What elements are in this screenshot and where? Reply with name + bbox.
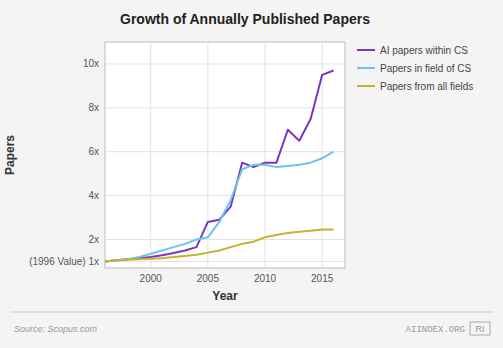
- y-tick-label: (1996 Value) 1x: [29, 256, 99, 267]
- background: [0, 0, 503, 348]
- x-tick-label: 2010: [254, 273, 277, 284]
- legend-swatch: [357, 85, 375, 87]
- series-line: [105, 71, 334, 262]
- grid-line: [150, 42, 151, 268]
- grid-line: [105, 63, 345, 64]
- legend: AI papers within CS Papers in field of CS…: [357, 45, 473, 92]
- grid-line: [105, 261, 345, 262]
- y-axis-label: Papers: [3, 135, 17, 175]
- legend-label: Papers from all fields: [380, 81, 473, 92]
- site-note: AIINDEX.ORG: [406, 325, 465, 335]
- grid-line: [105, 195, 345, 196]
- grid-line: [207, 42, 208, 268]
- y-tick-label: 2x: [88, 234, 99, 245]
- legend-swatch: [357, 67, 375, 69]
- x-tick-label: 2005: [197, 273, 220, 284]
- series-group: [105, 71, 334, 262]
- grid-line: [105, 239, 345, 240]
- series-line: [105, 152, 334, 262]
- plot-area: [105, 42, 345, 268]
- legend-swatch: [357, 49, 375, 51]
- y-tick-label: 6x: [88, 146, 99, 157]
- x-axis-label: Year: [212, 289, 238, 303]
- x-tick-label: 2015: [311, 273, 334, 284]
- x-tick-label: 2000: [140, 273, 163, 284]
- grid-line: [265, 42, 266, 268]
- legend-label: AI papers within CS: [380, 45, 468, 56]
- grid-line: [105, 107, 345, 108]
- title: Growth of Annually Published Papers: [120, 11, 370, 27]
- y-tick-label: 10x: [83, 58, 99, 69]
- legend-label: Papers in field of CS: [380, 63, 471, 74]
- logo-box: [470, 322, 490, 335]
- y-tick-label: 4x: [88, 190, 99, 201]
- grid-line: [105, 151, 345, 152]
- y-tick-label: 8x: [88, 102, 99, 113]
- footer-separator: [10, 312, 493, 313]
- source-note: Source: Scopus.com: [14, 324, 98, 334]
- chart: (1996 Value) 1x 2x 4x 6x 8x 10x 2000 2005 2010 20…: [0, 0, 503, 348]
- logo-text: RI: [476, 324, 485, 334]
- grid: [105, 42, 345, 268]
- series-line: [105, 230, 334, 262]
